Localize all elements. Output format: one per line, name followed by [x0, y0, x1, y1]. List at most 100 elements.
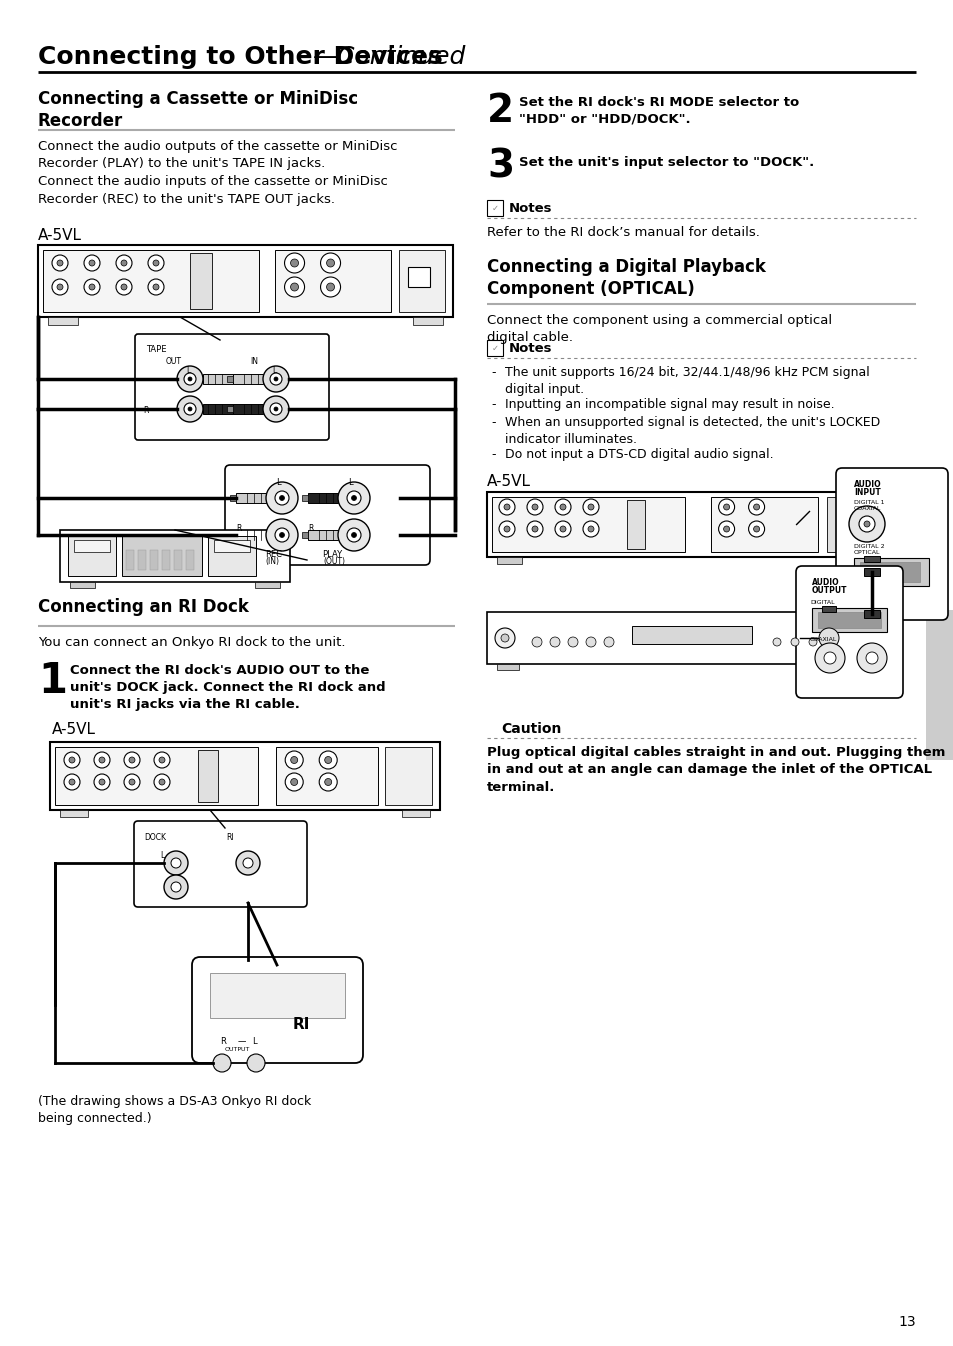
Bar	[486, 612, 846, 664]
Circle shape	[153, 774, 170, 790]
Text: R: R	[235, 524, 241, 533]
Bar	[230, 495, 235, 501]
Text: A-5VL: A-5VL	[38, 227, 82, 244]
Text: —Continued: —Continued	[314, 44, 466, 69]
Circle shape	[587, 526, 594, 532]
Circle shape	[99, 779, 105, 785]
Text: Inputting an incompatible signal may result in noise.: Inputting an incompatible signal may res…	[504, 398, 834, 411]
Bar	[55, 747, 257, 805]
Text: RI: RI	[226, 833, 233, 843]
Bar	[811, 608, 886, 633]
Text: AUDIO: AUDIO	[811, 577, 839, 587]
Bar	[863, 568, 879, 576]
Bar	[302, 532, 308, 538]
Text: (OUT): (OUT)	[323, 557, 345, 567]
Circle shape	[324, 756, 332, 763]
Bar	[308, 493, 337, 503]
Text: REC: REC	[265, 551, 282, 559]
Text: Connect the component using a commercial optical
digital cable.: Connect the component using a commercial…	[486, 314, 831, 345]
Text: Set the RI dock's RI MODE selector to
"HDD" or "HDD/DOCK".: Set the RI dock's RI MODE selector to "H…	[518, 96, 799, 127]
Bar	[150, 551, 158, 569]
Circle shape	[284, 277, 304, 297]
Circle shape	[532, 526, 537, 532]
Circle shape	[171, 857, 181, 868]
Circle shape	[274, 406, 277, 411]
Text: L: L	[272, 366, 276, 376]
Text: L: L	[348, 478, 353, 487]
Circle shape	[324, 778, 332, 786]
Circle shape	[503, 503, 510, 510]
Bar	[48, 318, 78, 324]
Circle shape	[848, 506, 884, 542]
Circle shape	[171, 882, 181, 892]
Text: Connecting a Cassette or MiniDisc
Recorder: Connecting a Cassette or MiniDisc Record…	[38, 90, 357, 131]
Text: Do not input a DTS-CD digital audio signal.: Do not input a DTS-CD digital audio sign…	[504, 448, 773, 460]
Text: 3: 3	[486, 148, 514, 186]
Circle shape	[116, 254, 132, 271]
Bar	[162, 551, 170, 569]
Circle shape	[856, 643, 886, 673]
Circle shape	[148, 279, 164, 295]
Bar	[233, 376, 239, 382]
Circle shape	[159, 756, 165, 763]
Circle shape	[285, 773, 303, 791]
Circle shape	[748, 521, 763, 537]
Bar	[863, 556, 879, 563]
Bar	[274, 250, 391, 312]
Circle shape	[582, 499, 598, 516]
Circle shape	[57, 260, 63, 267]
Bar	[492, 497, 685, 552]
Bar	[74, 540, 110, 552]
Circle shape	[164, 875, 188, 899]
Text: DIGITAL: DIGITAL	[809, 600, 834, 604]
Text: R: R	[308, 524, 313, 533]
Text: -: -	[491, 398, 495, 411]
Bar	[413, 318, 442, 324]
Circle shape	[818, 629, 838, 647]
Circle shape	[326, 283, 335, 291]
Text: Notes: Notes	[509, 342, 552, 355]
Circle shape	[337, 482, 370, 514]
Circle shape	[582, 521, 598, 537]
Circle shape	[772, 638, 781, 646]
Text: IN: IN	[250, 357, 257, 366]
Text: R: R	[220, 1036, 226, 1046]
Circle shape	[587, 503, 594, 510]
Bar	[208, 536, 255, 576]
Text: Set the unit's input selector to "DOCK".: Set the unit's input selector to "DOCK".	[518, 156, 814, 170]
Circle shape	[52, 279, 68, 295]
Text: RI: RI	[293, 1018, 310, 1032]
Text: PLAY: PLAY	[322, 551, 342, 559]
Text: L: L	[186, 366, 190, 376]
FancyBboxPatch shape	[133, 821, 307, 907]
Circle shape	[263, 366, 289, 392]
Circle shape	[347, 528, 360, 542]
Circle shape	[718, 499, 734, 516]
FancyBboxPatch shape	[795, 567, 902, 699]
Bar	[235, 530, 266, 540]
Text: OUT: OUT	[166, 357, 182, 366]
Circle shape	[722, 526, 729, 532]
FancyBboxPatch shape	[192, 957, 363, 1063]
Circle shape	[526, 521, 542, 537]
FancyBboxPatch shape	[835, 468, 947, 621]
Circle shape	[559, 503, 565, 510]
Circle shape	[52, 254, 68, 271]
Text: COAXIAL: COAXIAL	[853, 506, 881, 511]
Text: Connect the RI dock's AUDIO OUT to the
unit's DOCK jack. Connect the RI dock and: Connect the RI dock's AUDIO OUT to the u…	[70, 664, 385, 711]
Bar	[631, 626, 751, 643]
Text: DIGITAL 1: DIGITAL 1	[853, 499, 883, 505]
Circle shape	[337, 520, 370, 551]
Text: Connect the audio outputs of the cassette or MiniDisc
Recorder (PLAY) to the uni: Connect the audio outputs of the cassett…	[38, 140, 397, 206]
Circle shape	[291, 778, 297, 786]
Bar	[43, 250, 258, 312]
Circle shape	[121, 284, 127, 289]
Text: INPUT: INPUT	[853, 489, 880, 497]
Circle shape	[270, 402, 282, 415]
Circle shape	[498, 499, 515, 516]
Circle shape	[858, 516, 874, 532]
Text: OUTPUT: OUTPUT	[811, 586, 846, 595]
Circle shape	[266, 520, 297, 551]
Bar	[882, 557, 906, 564]
Bar	[235, 493, 266, 503]
